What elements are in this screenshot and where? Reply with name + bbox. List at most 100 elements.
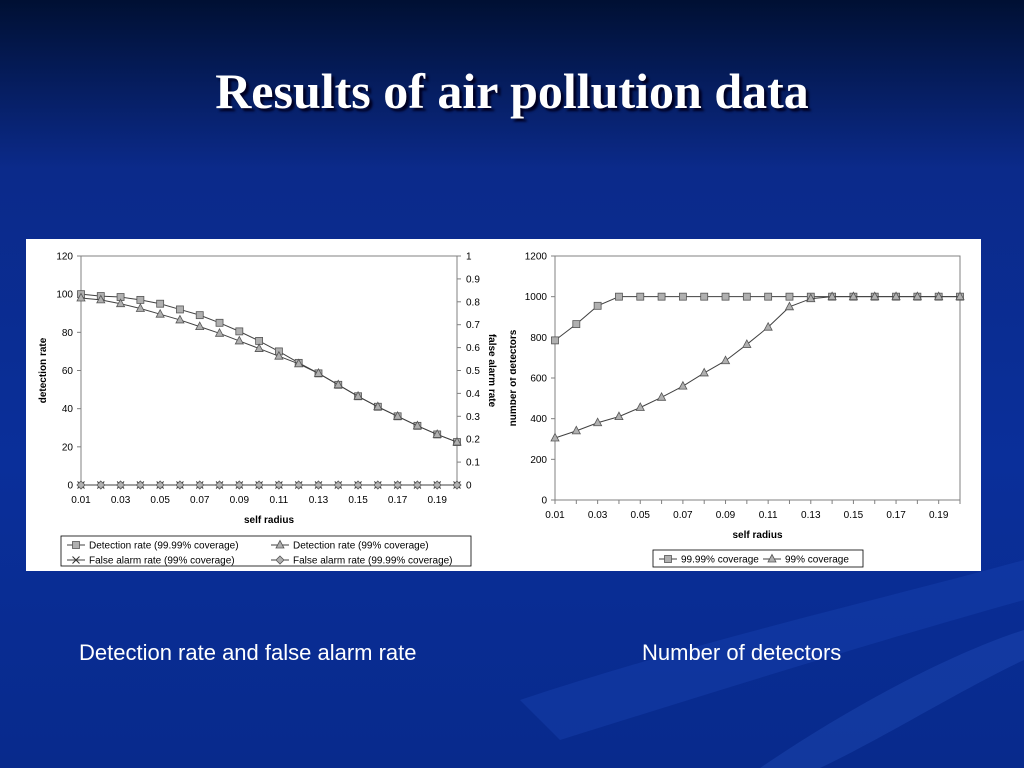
y2-tick-label: 0 bbox=[466, 481, 472, 492]
data-point-99-99-coverage bbox=[678, 292, 687, 301]
legend-box bbox=[652, 549, 864, 568]
data-point-false-alarm-rate-99-99-coverage bbox=[313, 480, 324, 490]
data-point-99-coverage bbox=[699, 367, 709, 377]
x-tick-label: 0.05 bbox=[150, 495, 170, 506]
y-tick-label: 0 bbox=[541, 496, 547, 507]
data-point-99-99-coverage bbox=[721, 292, 730, 301]
data-point-detection-rate-99-99-coverage bbox=[176, 305, 184, 314]
x-tick-label: 0.07 bbox=[673, 510, 693, 521]
data-point-99-coverage bbox=[912, 291, 923, 301]
x-tick-label: 0.15 bbox=[844, 510, 864, 521]
y-tick-label: 80 bbox=[62, 328, 74, 339]
data-point-99-99-coverage bbox=[700, 292, 709, 301]
legend-marker bbox=[767, 553, 777, 563]
y2-tick-label: 0.6 bbox=[466, 343, 480, 354]
data-point-detection-rate-99-coverage bbox=[76, 292, 86, 302]
data-point-detection-rate-99-coverage bbox=[294, 358, 304, 368]
data-point-99-99-coverage bbox=[742, 292, 751, 301]
data-point-99-99-coverage bbox=[551, 336, 559, 345]
data-point-false-alarm-rate-99-99-coverage bbox=[393, 480, 403, 490]
chart-panel-right: 0 200 400 600 800 1000 1200 0.01 0.03 0.05 0.07 0.0… bbox=[508, 239, 981, 571]
data-point-99-coverage bbox=[678, 380, 688, 390]
data-point-detection-rate-99-99-coverage bbox=[235, 327, 244, 336]
y2-tick-label: 0.1 bbox=[466, 458, 480, 469]
y-tick-label: 40 bbox=[62, 404, 74, 415]
data-point-99-coverage bbox=[550, 432, 560, 442]
data-point-detection-rate-99-coverage bbox=[373, 401, 383, 411]
caption-left: Detection rate and false alarm rate bbox=[79, 640, 417, 665]
legend-marker bbox=[72, 556, 80, 564]
data-point-false-alarm-rate-99-99-coverage bbox=[432, 480, 442, 490]
y2-tick-label: 0.7 bbox=[466, 320, 480, 331]
x-tick-label: 0.09 bbox=[230, 495, 250, 506]
y2-tick-label: 0.8 bbox=[466, 297, 480, 308]
data-point-detection-rate-99-99-coverage bbox=[156, 299, 165, 308]
plot-area bbox=[554, 255, 961, 501]
legend-label: Detection rate (99.99% coverage) bbox=[89, 541, 239, 552]
data-point-false-alarm-rate-99-99-coverage bbox=[333, 480, 343, 490]
x-tick-label: 0.17 bbox=[388, 495, 408, 506]
data-point-false-alarm-rate-99-99-coverage bbox=[412, 480, 422, 490]
data-point-false-alarm-rate-99-99-coverage bbox=[175, 480, 185, 490]
y2-tick-label: 0.3 bbox=[466, 412, 480, 423]
data-point-false-alarm-rate-99-99-coverage bbox=[155, 480, 165, 490]
plot-area bbox=[80, 255, 458, 486]
x-axis-title: self radius bbox=[244, 515, 294, 526]
data-point-99-coverage bbox=[742, 339, 752, 348]
y-tick-label: 800 bbox=[530, 333, 547, 344]
data-point-detection-rate-99-coverage bbox=[155, 308, 165, 318]
data-point-detection-rate-99-coverage bbox=[333, 379, 343, 389]
x-tick-label: 0.13 bbox=[309, 495, 329, 506]
data-point-false-alarm-rate-99-99-coverage bbox=[96, 480, 106, 490]
x-tick-label: 0.05 bbox=[631, 510, 651, 521]
data-point-false-alarm-rate-99-99-coverage bbox=[274, 480, 284, 490]
legend-label: Detection rate (99% coverage) bbox=[293, 541, 429, 552]
data-point-detection-rate-99-coverage bbox=[254, 343, 264, 352]
legend-marker bbox=[275, 539, 285, 549]
x-tick-label: 0.09 bbox=[716, 510, 736, 521]
data-point-99-coverage bbox=[955, 291, 965, 301]
data-point-99-coverage bbox=[656, 391, 667, 401]
data-point-99-coverage bbox=[870, 291, 880, 301]
data-point-detection-rate-99-coverage bbox=[135, 303, 146, 312]
data-point-detection-rate-99-coverage bbox=[392, 410, 403, 420]
data-point-99-coverage bbox=[827, 291, 837, 301]
chart-panel-left: 0 20 40 60 80 100 120 0 0.1 0.2 0.3 0.4 0.5 0.6 0.7 0.8… bbox=[26, 239, 512, 571]
x-tick-label: 0.03 bbox=[111, 495, 131, 506]
data-point-99-coverage bbox=[848, 291, 859, 301]
data-point-false-alarm-rate-99-99-coverage bbox=[373, 480, 383, 490]
data-point-99-coverage bbox=[614, 411, 624, 421]
x-tick-label: 0.19 bbox=[427, 495, 447, 506]
x-axis-title: self radius bbox=[732, 530, 782, 541]
y2-tick-label: 0.5 bbox=[466, 366, 480, 377]
y-tick-label: 120 bbox=[56, 252, 73, 263]
data-point-detection-rate-99-coverage bbox=[96, 294, 106, 304]
data-point-detection-rate-99-coverage bbox=[175, 314, 185, 324]
y-tick-label: 0 bbox=[67, 481, 73, 492]
y-tick-label: 400 bbox=[530, 414, 547, 425]
data-point-false-alarm-rate-99-99-coverage bbox=[214, 480, 225, 490]
series-line-99-99-coverage bbox=[554, 296, 960, 341]
data-point-99-coverage bbox=[720, 355, 731, 365]
data-point-99-99-coverage bbox=[657, 292, 666, 301]
number-of-detectors-chart: 0 200 400 600 800 1000 1200 0.01 0.03 0.05 0.07 0.0… bbox=[508, 252, 965, 568]
data-point-false-alarm-rate-99-99-coverage bbox=[254, 480, 264, 490]
data-point-detection-rate-99-99-coverage bbox=[195, 311, 204, 320]
data-point-false-alarm-rate-99-99-coverage bbox=[452, 480, 462, 490]
data-point-detection-rate-99-coverage bbox=[432, 429, 442, 438]
series-line-detection-rate-99-coverage bbox=[80, 297, 458, 443]
data-point-99-coverage bbox=[806, 293, 816, 303]
legend-box bbox=[60, 535, 472, 567]
y-tick-label: 20 bbox=[62, 442, 74, 453]
y-tick-label: 100 bbox=[56, 290, 73, 301]
data-point-detection-rate-99-coverage bbox=[353, 390, 363, 400]
y-tick-label: 60 bbox=[62, 366, 74, 377]
data-point-detection-rate-99-coverage bbox=[234, 335, 244, 345]
legend-label: False alarm rate (99.99% coverage) bbox=[293, 556, 453, 567]
data-point-99-99-coverage bbox=[785, 292, 794, 301]
data-point-detection-rate-99-coverage bbox=[195, 321, 205, 331]
data-point-detection-rate-99-coverage bbox=[412, 420, 423, 430]
data-point-false-alarm-rate-99-99-coverage bbox=[195, 480, 205, 490]
y-tick-label: 200 bbox=[530, 455, 547, 466]
data-point-false-alarm-rate-99-99-coverage bbox=[76, 480, 86, 490]
